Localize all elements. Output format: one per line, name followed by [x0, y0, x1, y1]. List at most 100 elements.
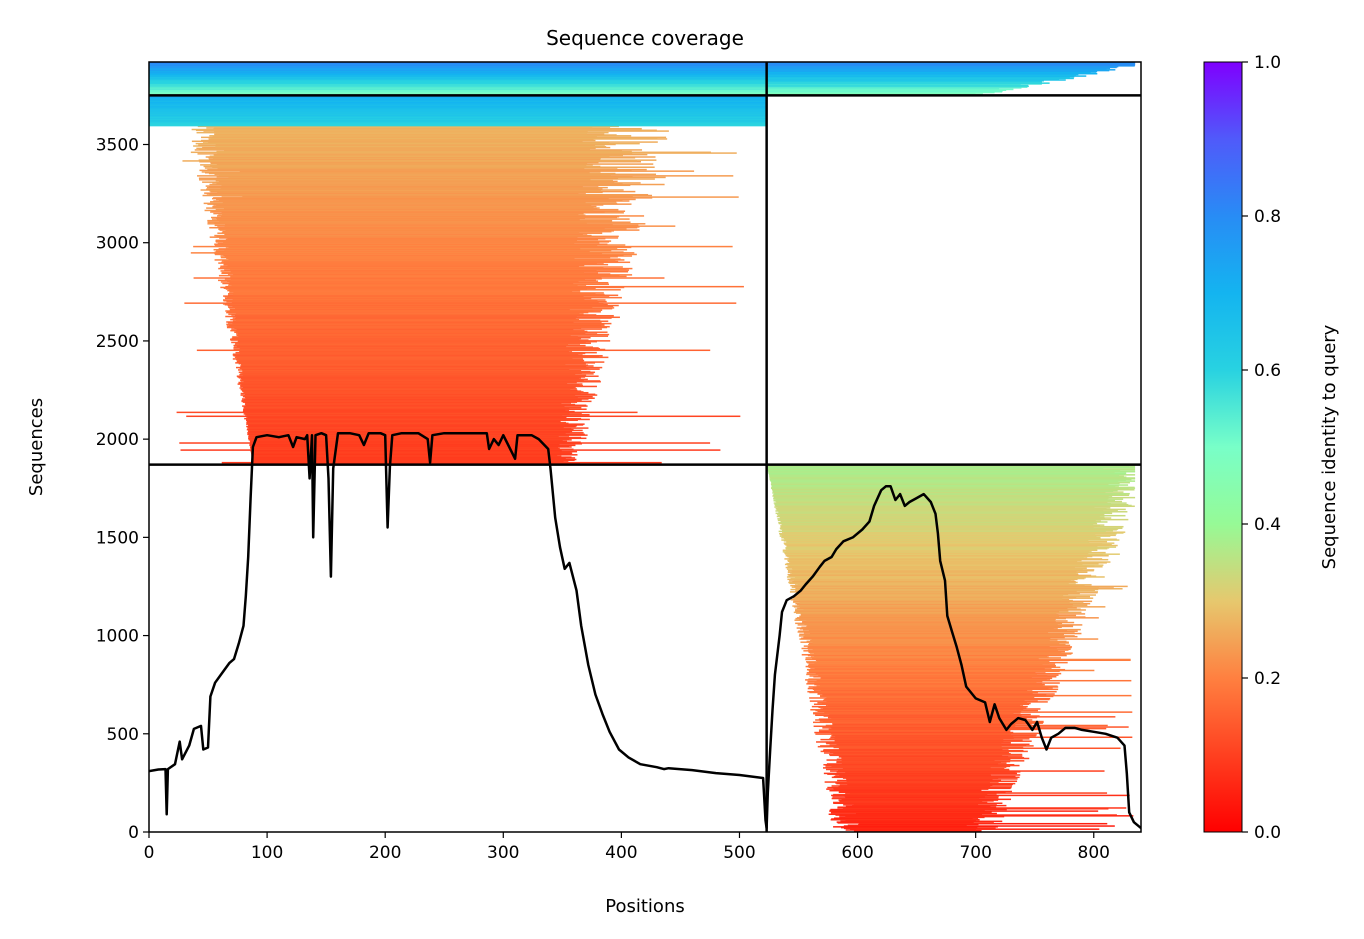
alignment-row [818, 731, 1010, 733]
alignment-row [201, 136, 667, 139]
alignment-row [226, 325, 602, 327]
alignment-row [828, 813, 983, 816]
alignment-row [781, 524, 1105, 526]
alignment-row [803, 632, 1049, 634]
alignment-row [823, 715, 1040, 717]
alignment-row [793, 579, 1075, 581]
alignment-row [245, 413, 590, 416]
alignment-row [252, 458, 577, 461]
alignment-row [240, 384, 583, 387]
alignment-row [208, 157, 636, 159]
alignment-row [779, 533, 1117, 535]
alignment-row [779, 518, 1129, 521]
alignment-row [250, 439, 563, 442]
alignment-row [818, 674, 1059, 676]
alignment-row [785, 566, 1075, 569]
alignment-row [769, 476, 1127, 478]
alignment-row [241, 368, 600, 370]
alignment-row [149, 66, 767, 69]
alignment-row [245, 397, 595, 399]
alignment-row [220, 255, 633, 257]
alignment-row [229, 291, 581, 293]
alignment-row [149, 71, 767, 73]
y-tick-label: 500 [107, 725, 139, 745]
alignment-row [773, 496, 1136, 499]
alignment-row [772, 485, 1116, 488]
alignment-row [246, 421, 566, 424]
alignment-row [149, 99, 767, 102]
alignment-row [210, 161, 599, 164]
alignment-row [216, 198, 636, 201]
alignment-row [180, 449, 721, 451]
alignment-row [807, 661, 1068, 664]
alignment-row [240, 366, 587, 368]
alignment-row [783, 540, 1089, 542]
alignment-row [786, 550, 1090, 552]
alignment-row [791, 573, 1077, 575]
alignment-row [214, 134, 617, 136]
colorbar-tick-label: 0.2 [1254, 669, 1281, 689]
alignment-row [251, 451, 571, 454]
alignment-row [193, 245, 733, 248]
y-tick-label: 2000 [96, 430, 139, 450]
alignment-row [217, 242, 575, 245]
alignment-row [217, 232, 603, 234]
alignment-row [232, 305, 614, 308]
alignment-row [213, 200, 630, 202]
alignment-row [814, 667, 1052, 669]
alignment-row [238, 335, 609, 337]
alignment-row [228, 306, 593, 308]
alignment-row [787, 571, 1088, 574]
alignment-row [814, 731, 1014, 734]
alignment-row [830, 736, 1133, 739]
y-tick-label: 0 [128, 823, 139, 843]
alignment-row [839, 784, 993, 786]
alignment-row [798, 630, 1078, 632]
alignment-row [775, 505, 1135, 508]
alignment-row [219, 237, 619, 239]
alignment-row [777, 514, 1126, 517]
alignment-row [243, 395, 576, 397]
alignment-row [808, 666, 1061, 669]
alignment-row [251, 448, 574, 451]
alignment-row [766, 91, 1003, 93]
alignment-row [839, 800, 983, 803]
alignment-row [202, 142, 610, 144]
alignment-row [215, 208, 619, 211]
alignment-row [149, 81, 767, 84]
alignment-row [149, 112, 767, 114]
alignment-row [794, 596, 1077, 599]
alignment-row [218, 180, 618, 183]
alignment-row [217, 152, 737, 154]
alignment-row [766, 67, 1111, 69]
colorbar [1203, 61, 1243, 833]
alignment-row [206, 127, 593, 129]
alignment-row [197, 175, 734, 177]
alignment-row [212, 135, 597, 138]
alignment-row [248, 438, 569, 440]
alignment-row [246, 420, 561, 422]
alignment-row [834, 739, 1023, 742]
alignment-row [795, 593, 1069, 596]
alignment-row [232, 353, 579, 355]
alignment-row [814, 655, 1047, 658]
alignment-row [797, 607, 1068, 610]
alignment-row [826, 742, 1002, 745]
alignment-row [227, 294, 619, 297]
alignment-row [214, 259, 625, 261]
alignment-row [235, 362, 596, 364]
alignment-row [243, 380, 601, 383]
alignment-row [828, 728, 1041, 731]
alignment-row [241, 364, 589, 366]
alignment-row [834, 740, 1032, 742]
alignment-row [246, 425, 576, 428]
alignment-row [240, 380, 601, 382]
alignment-row [239, 387, 574, 389]
alignment-row [239, 350, 569, 352]
alignment-row [810, 653, 1072, 655]
alignment-row [191, 140, 583, 143]
alignment-row [221, 461, 662, 464]
alignment-row [196, 147, 596, 150]
alignment-row [198, 159, 657, 161]
alignment-row [239, 351, 573, 353]
